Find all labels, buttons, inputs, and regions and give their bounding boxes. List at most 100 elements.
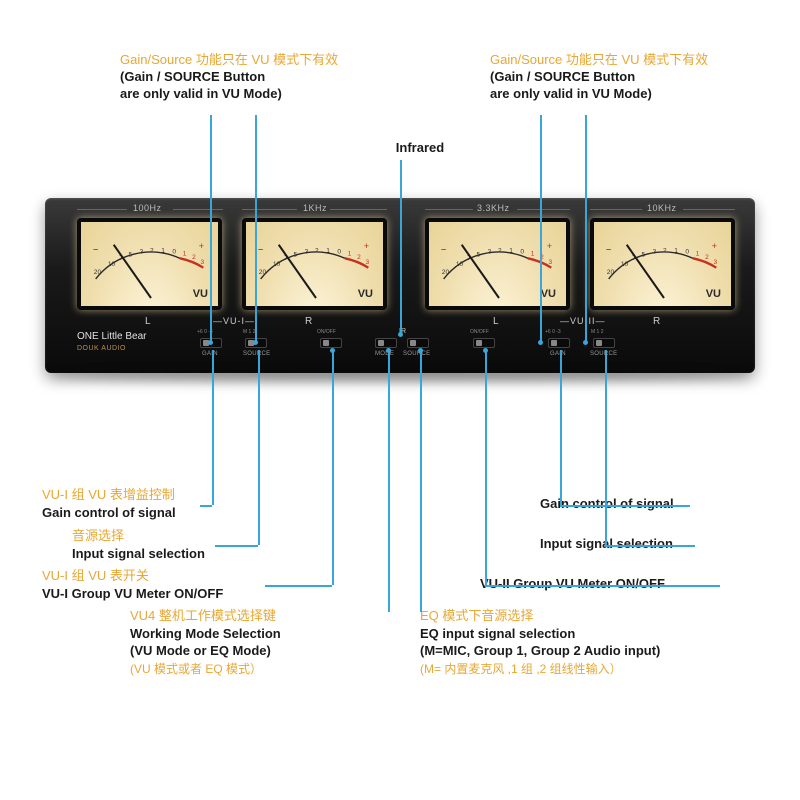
svg-text:10: 10 [456,261,464,268]
svg-text:10: 10 [108,261,116,268]
channel-label: L [493,316,499,327]
svg-text:2: 2 [150,248,154,255]
meter-arc: 2010753210 123 −+ [91,238,208,288]
callout-line [585,115,587,343]
svg-text:2: 2 [315,248,319,255]
svg-text:3: 3 [549,259,553,266]
callout-line [210,115,212,343]
vu-meter-3: 2010753210123−+ VU [425,218,570,310]
switch-label: SOURCE [403,351,430,357]
svg-text:−: − [258,245,263,255]
label-cn-sub: (M= 内置麦克风 ,1 组 ,2 组线性输入） [420,662,622,676]
brand-name: ONE Little Bear [77,331,146,342]
svg-text:+: + [547,241,552,251]
callout-line [258,350,260,545]
label-cn-sub: (VU 模式或者 EQ 模式） [130,662,262,676]
callout-line [540,115,542,343]
vu-meter-1: 2010753210 123 −+ VU [77,218,222,310]
svg-text:5: 5 [293,251,297,258]
vu-label: VU [541,288,556,300]
freq-label: 10KHz [647,203,677,213]
svg-text:20: 20 [259,269,267,276]
svg-text:0: 0 [337,249,341,256]
callout-line [215,545,258,547]
callout-line [485,585,720,587]
svg-text:5: 5 [641,251,645,258]
label-cn: EQ 模式下音源选择 [420,607,660,625]
svg-text:3: 3 [366,259,370,266]
channel-label: R [305,316,312,327]
callout-line [485,350,487,585]
callout-dot [483,348,488,353]
label-en: VU-II Group VU Meter ON/OFF [480,575,665,593]
note-gain-source-left: Gain/Source 功能只在 VU 模式下有效 (Gain / SOURCE… [120,52,370,103]
svg-text:+: + [364,241,369,251]
note-eq-sub: (M= 内置麦克风 ,1 组 ,2 组线性输入） [420,660,622,678]
label-cn: Gain/Source 功能只在 VU 模式下有效 [120,52,370,69]
switch-label: SOURCE [243,351,270,357]
svg-text:1: 1 [509,248,513,255]
svg-text:2: 2 [192,254,196,261]
svg-text:20: 20 [607,269,615,276]
meter-arc: 2010753210123−+ [604,238,721,288]
freq-line [590,209,642,210]
callout-line [200,505,212,507]
svg-text:−: − [441,245,446,255]
switch-scale: ON/OFF [317,329,336,335]
label-en: VU-I Group VU Meter ON/OFF [42,585,223,603]
svg-text:1: 1 [674,248,678,255]
note-mode-sub: (VU 模式或者 EQ 模式） [130,660,262,678]
label-en: (Gain / SOURCE Button [120,69,370,86]
freq-line [683,209,735,210]
group-label: —VU-II— [560,316,606,326]
note-gain-source-right: Gain/Source 功能只在 VU 模式下有效 (Gain / SOURCE… [490,52,740,103]
svg-text:−: − [93,245,98,255]
svg-text:0: 0 [685,249,689,256]
callout-line [560,350,562,505]
mode-switch[interactable] [375,338,397,348]
vu-meter-2: 2010753210123−+ VU [242,218,387,310]
freq-line [425,209,473,210]
label-en: Working Mode Selection [130,625,281,643]
callout-dot [386,348,391,353]
svg-text:0: 0 [172,249,176,256]
switch-label: GAIN [202,351,218,357]
switch-scale: ON/OFF [470,329,489,335]
label-cn: VU4 整机工作模式选择键 [130,607,281,625]
label-cn: VU-I 组 VU 表增益控制 [42,486,176,504]
center-source-switch[interactable] [407,338,429,348]
onoff-switch-2[interactable] [473,338,495,348]
source-switch-2[interactable] [593,338,615,348]
callout-dot [418,348,423,353]
label-en: are only valid in VU Mode) [490,86,740,103]
note-eq-select: EQ 模式下音源选择 EQ input signal selection (M=… [420,607,660,660]
onoff-switch-1[interactable] [320,338,342,348]
callout-dot [398,332,403,337]
freq-line [517,209,570,210]
svg-text:2: 2 [498,248,502,255]
callout-line [560,505,690,507]
svg-text:20: 20 [442,269,450,276]
svg-text:3: 3 [140,249,144,256]
svg-text:1: 1 [183,251,187,258]
vu-label: VU [706,288,721,300]
vu-label: VU [358,288,373,300]
svg-text:+: + [199,241,204,251]
svg-text:3: 3 [488,249,492,256]
svg-text:+: + [712,241,717,251]
svg-text:0: 0 [520,249,524,256]
svg-text:3: 3 [201,259,205,266]
switch-scale: M 1 2 [243,329,256,335]
callout-line [265,585,332,587]
note-gain-left: VU-I 组 VU 表增益控制 Gain control of signal [42,486,176,521]
callout-dot [583,340,588,345]
gain-switch-2[interactable] [548,338,570,348]
channel-label: L [145,316,151,327]
label-en: are only valid in VU Mode) [120,86,370,103]
callout-line [605,350,607,545]
brand-sub: DOUK AUDIO [77,345,126,352]
svg-text:2: 2 [705,254,709,261]
channel-label: R [653,316,660,327]
label-en: Input signal selection [72,545,205,563]
label-en: EQ input signal selection [420,625,660,643]
